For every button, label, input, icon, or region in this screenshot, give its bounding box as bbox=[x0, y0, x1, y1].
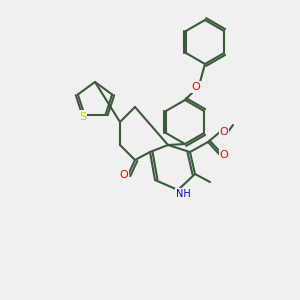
Text: O: O bbox=[120, 170, 128, 180]
Text: O: O bbox=[192, 82, 200, 92]
Text: S: S bbox=[79, 112, 86, 122]
Text: NH: NH bbox=[176, 189, 190, 199]
Text: O: O bbox=[220, 150, 228, 160]
Text: O: O bbox=[220, 127, 228, 137]
